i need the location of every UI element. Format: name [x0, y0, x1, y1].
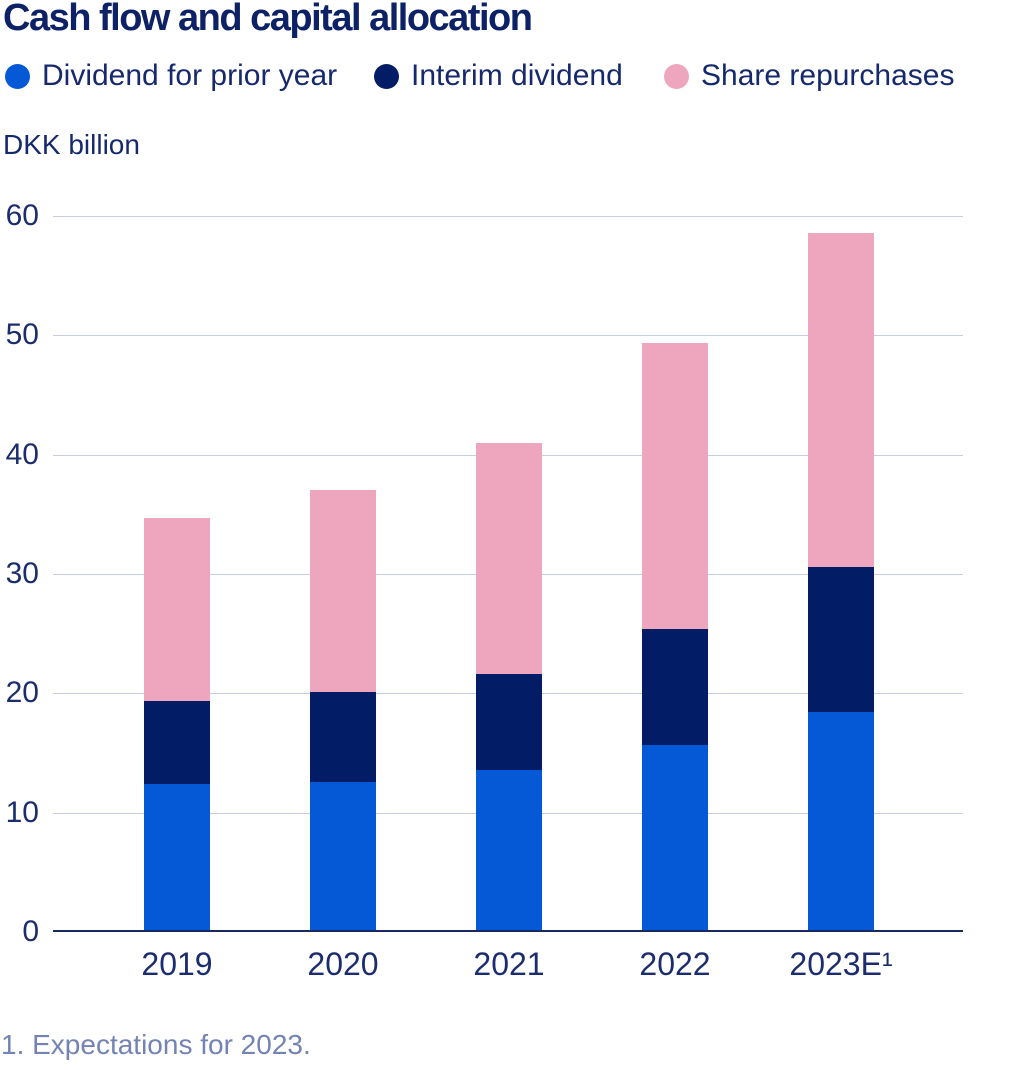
stacked-bar-2023E [808, 232, 874, 932]
y-tick-label: 50 [5, 318, 39, 352]
y-tick-label: 30 [5, 557, 39, 590]
y-tick-label: 10 [5, 795, 39, 829]
legend-label: Interim dividend [411, 59, 623, 92]
x-tick-label: 2020 [307, 946, 379, 982]
circle-icon [5, 63, 30, 89]
y-tick-label: 20 [5, 676, 39, 710]
legend-item-interim-dividend: Interim dividend [374, 61, 623, 91]
bar-segment [642, 342, 708, 629]
legend-label: Dividend for prior year [42, 59, 338, 92]
bar-segment [144, 517, 210, 701]
bar-segment [476, 674, 542, 770]
x-axis-line [53, 930, 963, 932]
bar-segment [808, 232, 874, 567]
bar-segment [310, 692, 376, 782]
x-tick-label: 2022 [639, 946, 711, 982]
y-tick-label: 0 [22, 915, 39, 948]
legend: Dividend for prior year Interim dividend… [0, 61, 1009, 93]
stacked-bar-2019 [144, 517, 210, 932]
x-tick-label: 2023E¹ [789, 946, 893, 982]
bar-segment [144, 700, 210, 785]
legend-item-dividend-prior-year: Dividend for prior year [5, 61, 337, 91]
stacked-bar-2021 [476, 442, 542, 932]
bar-segment [808, 712, 874, 932]
footnote: 1. Expectations for 2023. [1, 1029, 311, 1060]
y-tick-label: 60 [5, 199, 39, 232]
bar-segment [310, 781, 376, 932]
gridline [53, 216, 963, 217]
circle-icon [374, 63, 399, 89]
gridline [53, 335, 963, 337]
stacked-bar-2020 [310, 490, 376, 932]
circle-icon [664, 63, 689, 89]
bar-segment [144, 784, 210, 932]
bar-segment [642, 628, 708, 745]
bar-segment [476, 442, 542, 675]
bar-segment [476, 769, 542, 932]
y-tick-label: 40 [5, 437, 39, 471]
y-axis-unit-label: DKK billion [3, 129, 140, 160]
stacked-bar-2022 [642, 342, 708, 932]
legend-item-share-repurchases: Share repurchases [664, 61, 954, 91]
x-tick-label: 2019 [141, 946, 213, 982]
bar-segment [642, 744, 708, 932]
plot-area [53, 216, 963, 932]
x-tick-label: 2021 [473, 946, 545, 982]
chart-title: Cash flow and capital allocation [3, 0, 533, 39]
bar-segment [310, 490, 376, 693]
legend-label: Share repurchases [701, 59, 955, 92]
bar-segment [808, 566, 874, 713]
